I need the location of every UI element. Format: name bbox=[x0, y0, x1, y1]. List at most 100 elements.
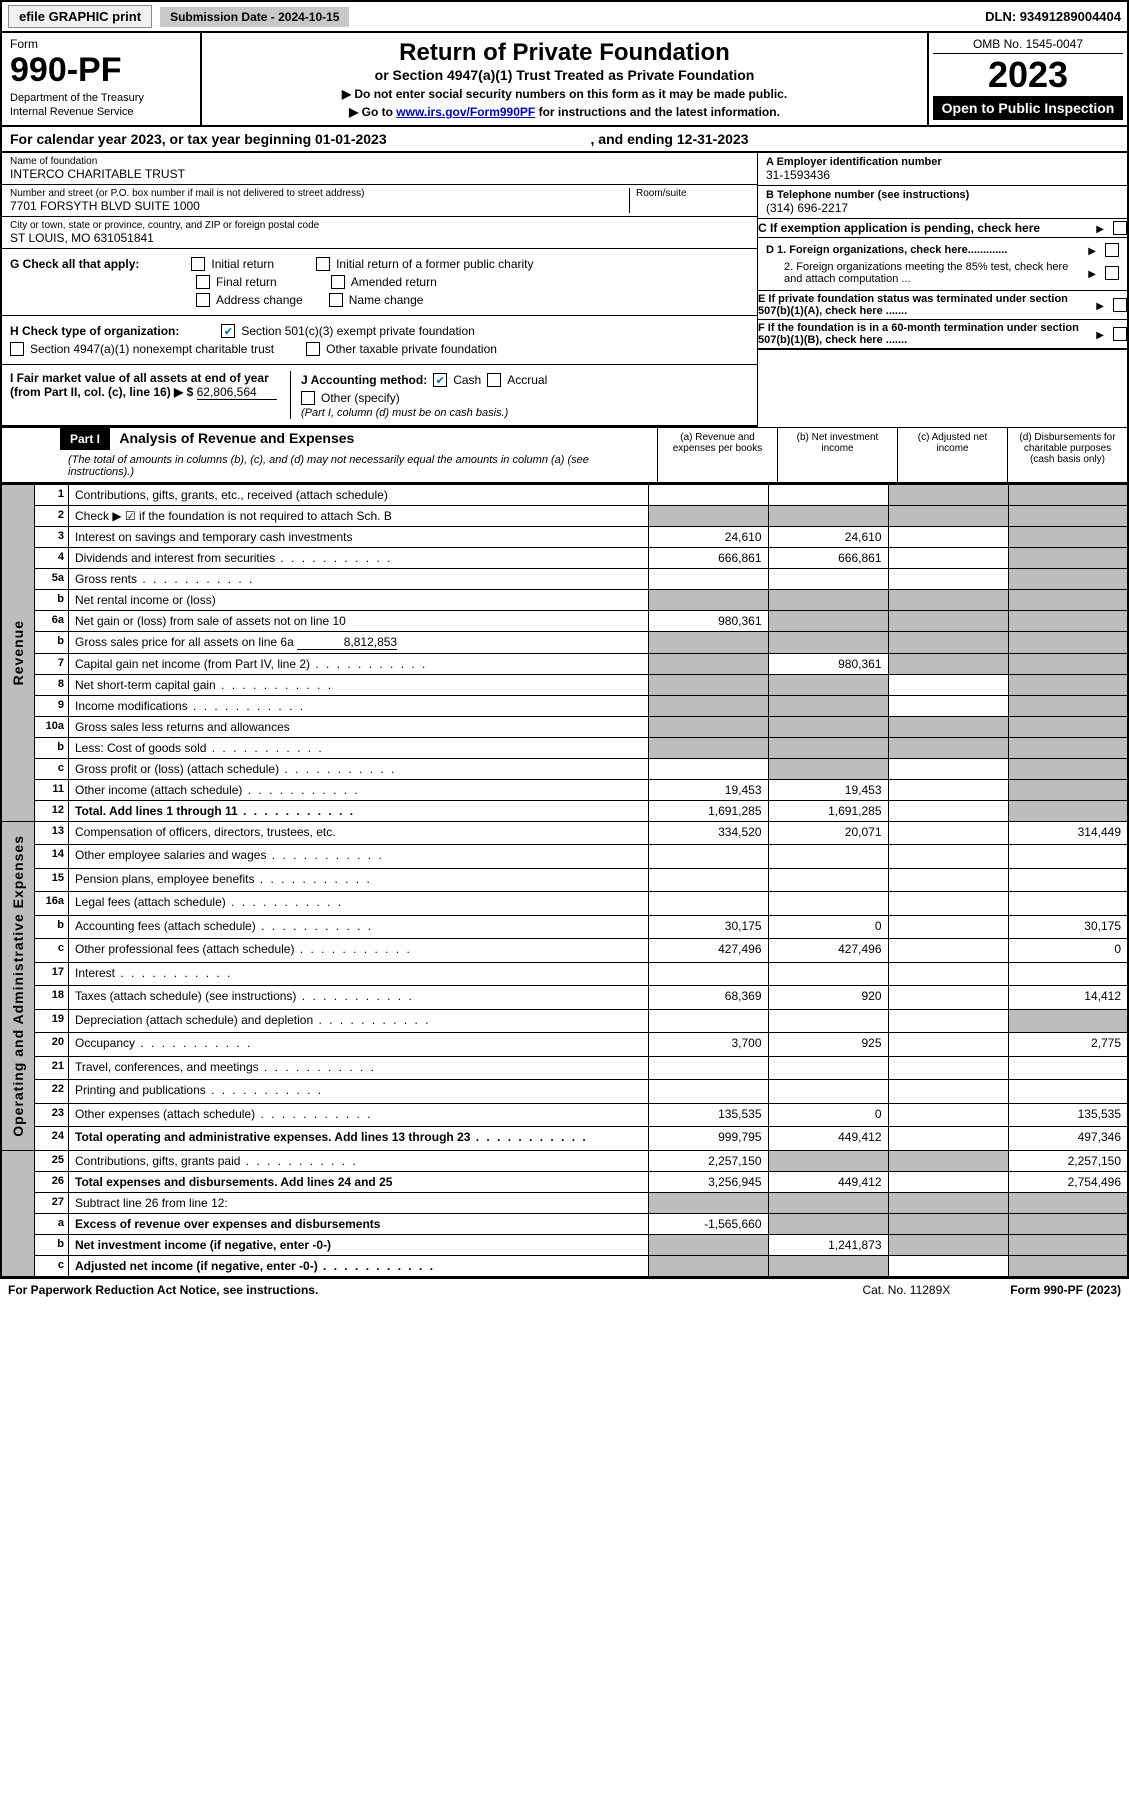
part1-title: Analysis of Revenue and Expenses bbox=[119, 430, 354, 446]
table-row: 23Other expenses (attach schedule)135,53… bbox=[1, 1103, 1128, 1126]
irs-form-link[interactable]: www.irs.gov/Form990PF bbox=[396, 105, 535, 119]
line-desc: Net gain or (loss) from sale of assets n… bbox=[69, 611, 649, 632]
part1-table: Revenue 1Contributions, gifts, grants, e… bbox=[0, 484, 1129, 1278]
checkbox-exemption-pending[interactable] bbox=[1113, 221, 1127, 235]
line-desc: Excess of revenue over expenses and disb… bbox=[69, 1213, 649, 1234]
amt-b: 920 bbox=[768, 986, 888, 1009]
line-num: 2 bbox=[35, 506, 69, 527]
amt-a: 1,691,285 bbox=[648, 801, 768, 822]
amt-a: 3,700 bbox=[648, 1033, 768, 1056]
line-desc: Taxes (attach schedule) (see instruction… bbox=[69, 986, 649, 1009]
table-row: 9Income modifications bbox=[1, 696, 1128, 717]
name-label: Name of foundation bbox=[10, 156, 749, 167]
e-label: E If private foundation status was termi… bbox=[758, 293, 1090, 317]
form-subtitle: or Section 4947(a)(1) Trust Treated as P… bbox=[208, 67, 921, 83]
amt-b: 1,691,285 bbox=[768, 801, 888, 822]
table-row: bLess: Cost of goods sold bbox=[1, 738, 1128, 759]
line-num: 3 bbox=[35, 527, 69, 548]
checkbox-4947[interactable] bbox=[10, 342, 24, 356]
checkbox-foreign-org[interactable] bbox=[1105, 243, 1119, 257]
amt-d: 2,257,150 bbox=[1008, 1150, 1128, 1171]
amt-b: 449,412 bbox=[768, 1127, 888, 1150]
checkbox-cash[interactable]: ✔ bbox=[433, 373, 447, 387]
goto-prefix: ▶ Go to bbox=[349, 105, 396, 119]
part1-header-row: Part I Analysis of Revenue and Expenses … bbox=[0, 427, 1129, 484]
table-row: bGross sales price for all assets on lin… bbox=[1, 632, 1128, 654]
line-num: 1 bbox=[35, 485, 69, 506]
amt-a: 427,496 bbox=[648, 939, 768, 962]
checkbox-name-change[interactable] bbox=[329, 293, 343, 307]
amt-a: 980,361 bbox=[648, 611, 768, 632]
line-desc: Total expenses and disbursements. Add li… bbox=[69, 1171, 649, 1192]
line-num: 18 bbox=[35, 986, 69, 1009]
c-label: C If exemption application is pending, c… bbox=[758, 221, 1090, 235]
line-desc: Pension plans, employee benefits bbox=[69, 868, 649, 891]
checkbox-60month[interactable] bbox=[1113, 327, 1127, 341]
line-num: 15 bbox=[35, 868, 69, 891]
pra-notice: For Paperwork Reduction Act Notice, see … bbox=[8, 1283, 318, 1297]
checkbox-amended[interactable] bbox=[331, 275, 345, 289]
checkbox-status-terminated[interactable] bbox=[1113, 298, 1127, 312]
addr-label: Number and street (or P.O. box number if… bbox=[10, 188, 629, 199]
amt-b: 20,071 bbox=[768, 822, 888, 845]
table-row: 27Subtract line 26 from line 12: bbox=[1, 1192, 1128, 1213]
line-desc: Contributions, gifts, grants paid bbox=[69, 1150, 649, 1171]
opt-other-taxable: Other taxable private foundation bbox=[326, 342, 497, 356]
amt-b: 666,861 bbox=[768, 548, 888, 569]
amt-b: 1,241,873 bbox=[768, 1234, 888, 1255]
amt-b: 0 bbox=[768, 915, 888, 938]
arrow-icon bbox=[1088, 266, 1099, 280]
j-note: (Part I, column (d) must be on cash basi… bbox=[301, 407, 749, 419]
table-row: 4Dividends and interest from securities6… bbox=[1, 548, 1128, 569]
checkbox-501c3[interactable]: ✔ bbox=[221, 324, 235, 338]
topbar: efile GRAPHIC print Submission Date - 20… bbox=[0, 0, 1129, 33]
room-label: Room/suite bbox=[636, 188, 749, 199]
opt-501c3: Section 501(c)(3) exempt private foundat… bbox=[241, 324, 474, 338]
d1-label: D 1. Foreign organizations, check here..… bbox=[766, 244, 1082, 256]
checkbox-85pct-test[interactable] bbox=[1105, 266, 1119, 280]
table-row: 25Contributions, gifts, grants paid 2,257… bbox=[1, 1150, 1128, 1171]
arrow-icon bbox=[1088, 243, 1099, 257]
ein-value: 31-1593436 bbox=[766, 168, 1119, 182]
line-num: c bbox=[35, 939, 69, 962]
form-number: 990-PF bbox=[10, 51, 192, 90]
efile-print-button[interactable]: efile GRAPHIC print bbox=[8, 5, 152, 28]
amt-d: 314,449 bbox=[1008, 822, 1128, 845]
line-desc: Net rental income or (loss) bbox=[69, 590, 649, 611]
checkbox-other-taxable[interactable] bbox=[306, 342, 320, 356]
checkbox-initial-return[interactable] bbox=[191, 257, 205, 271]
tax-year: 2023 bbox=[933, 54, 1123, 96]
table-row: 10aGross sales less returns and allowanc… bbox=[1, 717, 1128, 738]
line-num: 8 bbox=[35, 675, 69, 696]
line-desc: Other income (attach schedule) bbox=[69, 780, 649, 801]
submission-date: Submission Date - 2024-10-15 bbox=[160, 7, 349, 27]
checkbox-accrual[interactable] bbox=[487, 373, 501, 387]
amt-a: -1,565,660 bbox=[648, 1213, 768, 1234]
line-num: a bbox=[35, 1213, 69, 1234]
table-row: 16aLegal fees (attach schedule) bbox=[1, 892, 1128, 915]
amt-b: 980,361 bbox=[768, 654, 888, 675]
line-num: 25 bbox=[35, 1150, 69, 1171]
line-desc: Travel, conferences, and meetings bbox=[69, 1056, 649, 1079]
table-row: aExcess of revenue over expenses and dis… bbox=[1, 1213, 1128, 1234]
line-num: 19 bbox=[35, 1009, 69, 1032]
checkbox-address-change[interactable] bbox=[196, 293, 210, 307]
line-num: b bbox=[35, 590, 69, 611]
table-row: bNet rental income or (loss) bbox=[1, 590, 1128, 611]
line-num: 27 bbox=[35, 1192, 69, 1213]
arrow-icon bbox=[1096, 327, 1107, 341]
checkbox-final-return[interactable] bbox=[196, 275, 210, 289]
line-num: 16a bbox=[35, 892, 69, 915]
ssn-warning: ▶ Do not enter social security numbers o… bbox=[208, 87, 921, 101]
line-num: 22 bbox=[35, 1080, 69, 1103]
part1-badge: Part I bbox=[60, 428, 110, 450]
opt-final: Final return bbox=[216, 275, 277, 289]
checkbox-other-method[interactable] bbox=[301, 391, 315, 405]
opt-amended: Amended return bbox=[351, 275, 437, 289]
amt-d: 135,535 bbox=[1008, 1103, 1128, 1126]
calendar-year-row: For calendar year 2023, or tax year begi… bbox=[0, 127, 1129, 153]
checkbox-initial-former[interactable] bbox=[316, 257, 330, 271]
revenue-sidelabel: Revenue bbox=[8, 610, 28, 695]
amt-b: 925 bbox=[768, 1033, 888, 1056]
line-num: b bbox=[35, 632, 69, 654]
